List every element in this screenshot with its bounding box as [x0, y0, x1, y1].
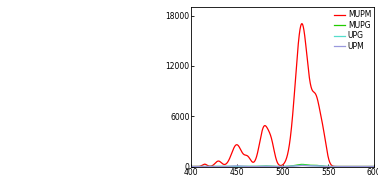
UPG	[349, 165, 353, 168]
MUPG	[300, 163, 304, 165]
MUPM	[369, 165, 373, 168]
MUPG	[220, 165, 225, 168]
MUPG	[369, 165, 373, 168]
UPG	[267, 165, 271, 167]
MUPM	[349, 165, 353, 168]
Line: UPG: UPG	[191, 165, 374, 167]
MUPG	[189, 165, 193, 168]
UPM	[209, 165, 214, 168]
MUPM	[267, 131, 271, 133]
MUPM	[220, 163, 225, 165]
MUPM	[189, 165, 193, 168]
UPG	[259, 165, 263, 167]
Line: MUPM: MUPM	[191, 24, 374, 167]
Legend: MUPM, MUPG, UPG, UPM: MUPM, MUPG, UPG, UPM	[333, 10, 372, 52]
UPM	[267, 165, 271, 167]
MUPG	[259, 165, 263, 167]
UPG	[372, 165, 376, 168]
UPM	[259, 165, 263, 167]
MUPM	[259, 134, 263, 136]
UPM	[372, 165, 376, 168]
MUPG	[267, 165, 271, 167]
MUPG	[209, 165, 214, 168]
UPG	[189, 165, 193, 168]
MUPM	[372, 165, 376, 168]
UPM	[189, 165, 193, 168]
MUPG	[372, 165, 376, 168]
MUPM	[300, 23, 304, 25]
UPG	[209, 165, 214, 168]
UPG	[369, 165, 373, 168]
Line: MUPG: MUPG	[191, 164, 374, 167]
Line: UPM: UPM	[191, 165, 374, 167]
MUPM	[209, 165, 214, 167]
MUPG	[349, 165, 353, 168]
UPM	[300, 164, 304, 167]
UPM	[369, 165, 373, 168]
UPM	[349, 165, 353, 168]
UPM	[220, 165, 225, 168]
UPG	[300, 164, 304, 166]
UPG	[220, 165, 225, 168]
